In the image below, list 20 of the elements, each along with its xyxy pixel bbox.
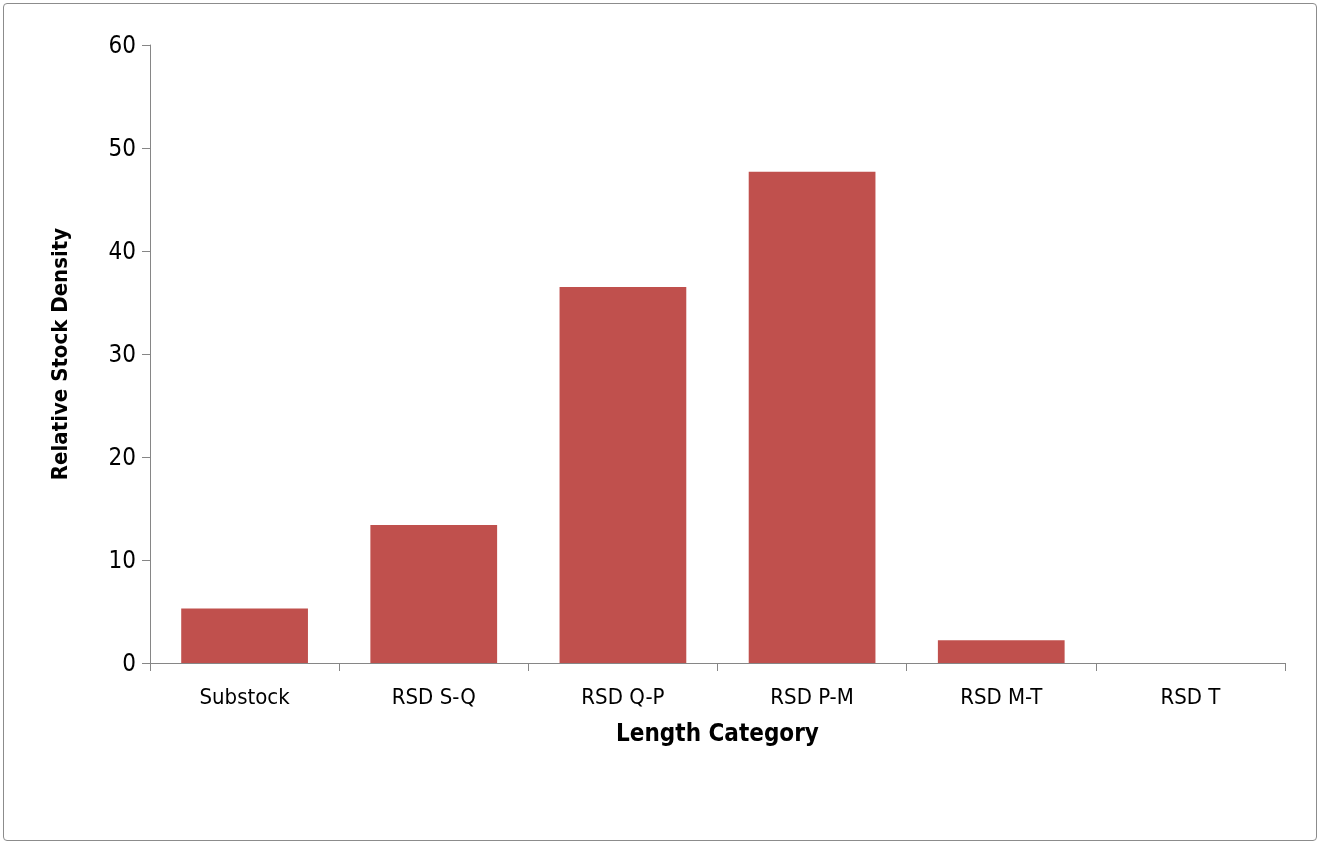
y-tick-label: 10 — [108, 546, 136, 574]
x-axis-title: Length Category — [616, 719, 819, 747]
y-tick-label: 50 — [108, 134, 136, 162]
x-tick-label: RSD S-Q — [391, 683, 476, 709]
bar — [370, 524, 498, 663]
bar — [937, 640, 1065, 663]
x-tick-label: Substock — [199, 683, 291, 709]
bar — [748, 171, 876, 663]
x-tick-label: RSD T — [1160, 683, 1222, 709]
y-tick-label: 40 — [108, 237, 136, 265]
bar — [559, 287, 687, 663]
x-tick-label: RSD M-T — [960, 683, 1044, 709]
x-tick-label: RSD Q-P — [581, 683, 665, 709]
y-tick-label: 60 — [108, 31, 136, 59]
y-axis-title: Relative Stock Density — [46, 227, 72, 481]
y-tick-label: 30 — [108, 340, 136, 368]
bar — [181, 608, 308, 663]
x-tick-label: RSD P-M — [770, 683, 854, 709]
y-tick-label: 20 — [108, 443, 136, 471]
y-tick-label: 0 — [122, 649, 136, 677]
